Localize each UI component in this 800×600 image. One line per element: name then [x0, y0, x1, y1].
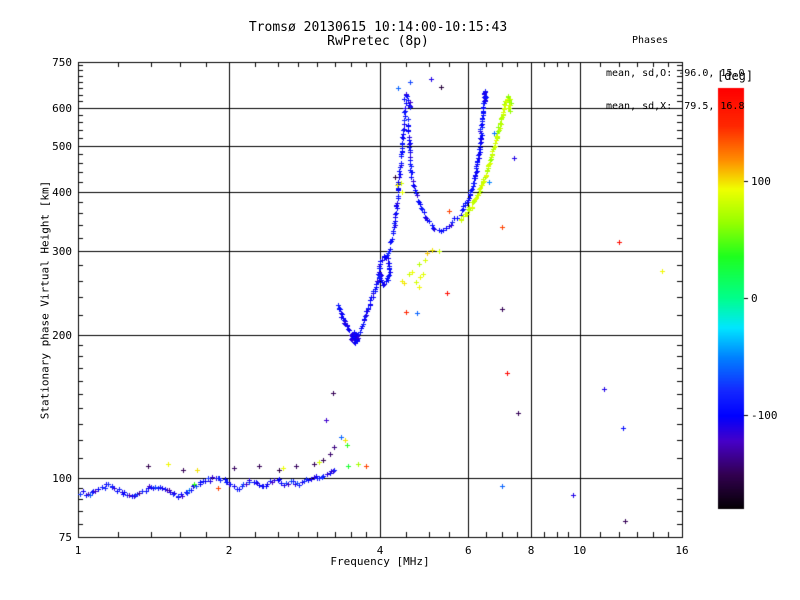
x-tick-label: 8 — [527, 544, 535, 557]
phase-stats-x-line: mean, sd,X: 79.5, 16.8 — [606, 101, 745, 112]
y-tick-label: 100 — [52, 471, 72, 485]
colorbar-tick-label: 0 — [751, 292, 758, 305]
x-tick-label: 2 — [225, 544, 233, 557]
y-tick-label: 300 — [52, 245, 72, 259]
plot-title: Tromsø 20130615 10:14:00-10:15:43 — [248, 20, 508, 35]
y-tick-label: 500 — [52, 139, 72, 153]
x-axis-label: Frequency [MHz] — [330, 555, 430, 568]
y-tick-label: 75 — [58, 531, 72, 544]
y-tick-label: 200 — [52, 328, 72, 342]
x-tick-label: 16 — [675, 544, 689, 557]
phase-stats-heading: Phases — [632, 35, 669, 46]
phase-stats-o-line: mean, sd,O: -96.0, 15.0 — [606, 68, 745, 79]
x-tick-label: 6 — [465, 544, 472, 557]
y-axis-label: Stationary phase Virtual Height [km] — [38, 180, 52, 420]
x-tick-label: 4 — [376, 544, 384, 557]
y-tick-label: 600 — [52, 102, 72, 116]
x-tick-label: 1 — [74, 544, 82, 557]
y-tick-label: 400 — [52, 185, 72, 199]
colorbar-tick-label: -100 — [751, 408, 778, 422]
y-tick-label: 750 — [52, 56, 72, 69]
colorbar-unit-label: [deg] — [717, 69, 754, 83]
colorbar-tick-label: 100 — [751, 175, 771, 189]
x-tick-label: 10 — [572, 544, 587, 557]
phase-stats: Phases mean, sd,O: -96.0, 15.0 mean, sd,… — [606, 13, 744, 134]
plot-subtitle: RwPretec (8p) — [327, 34, 429, 49]
